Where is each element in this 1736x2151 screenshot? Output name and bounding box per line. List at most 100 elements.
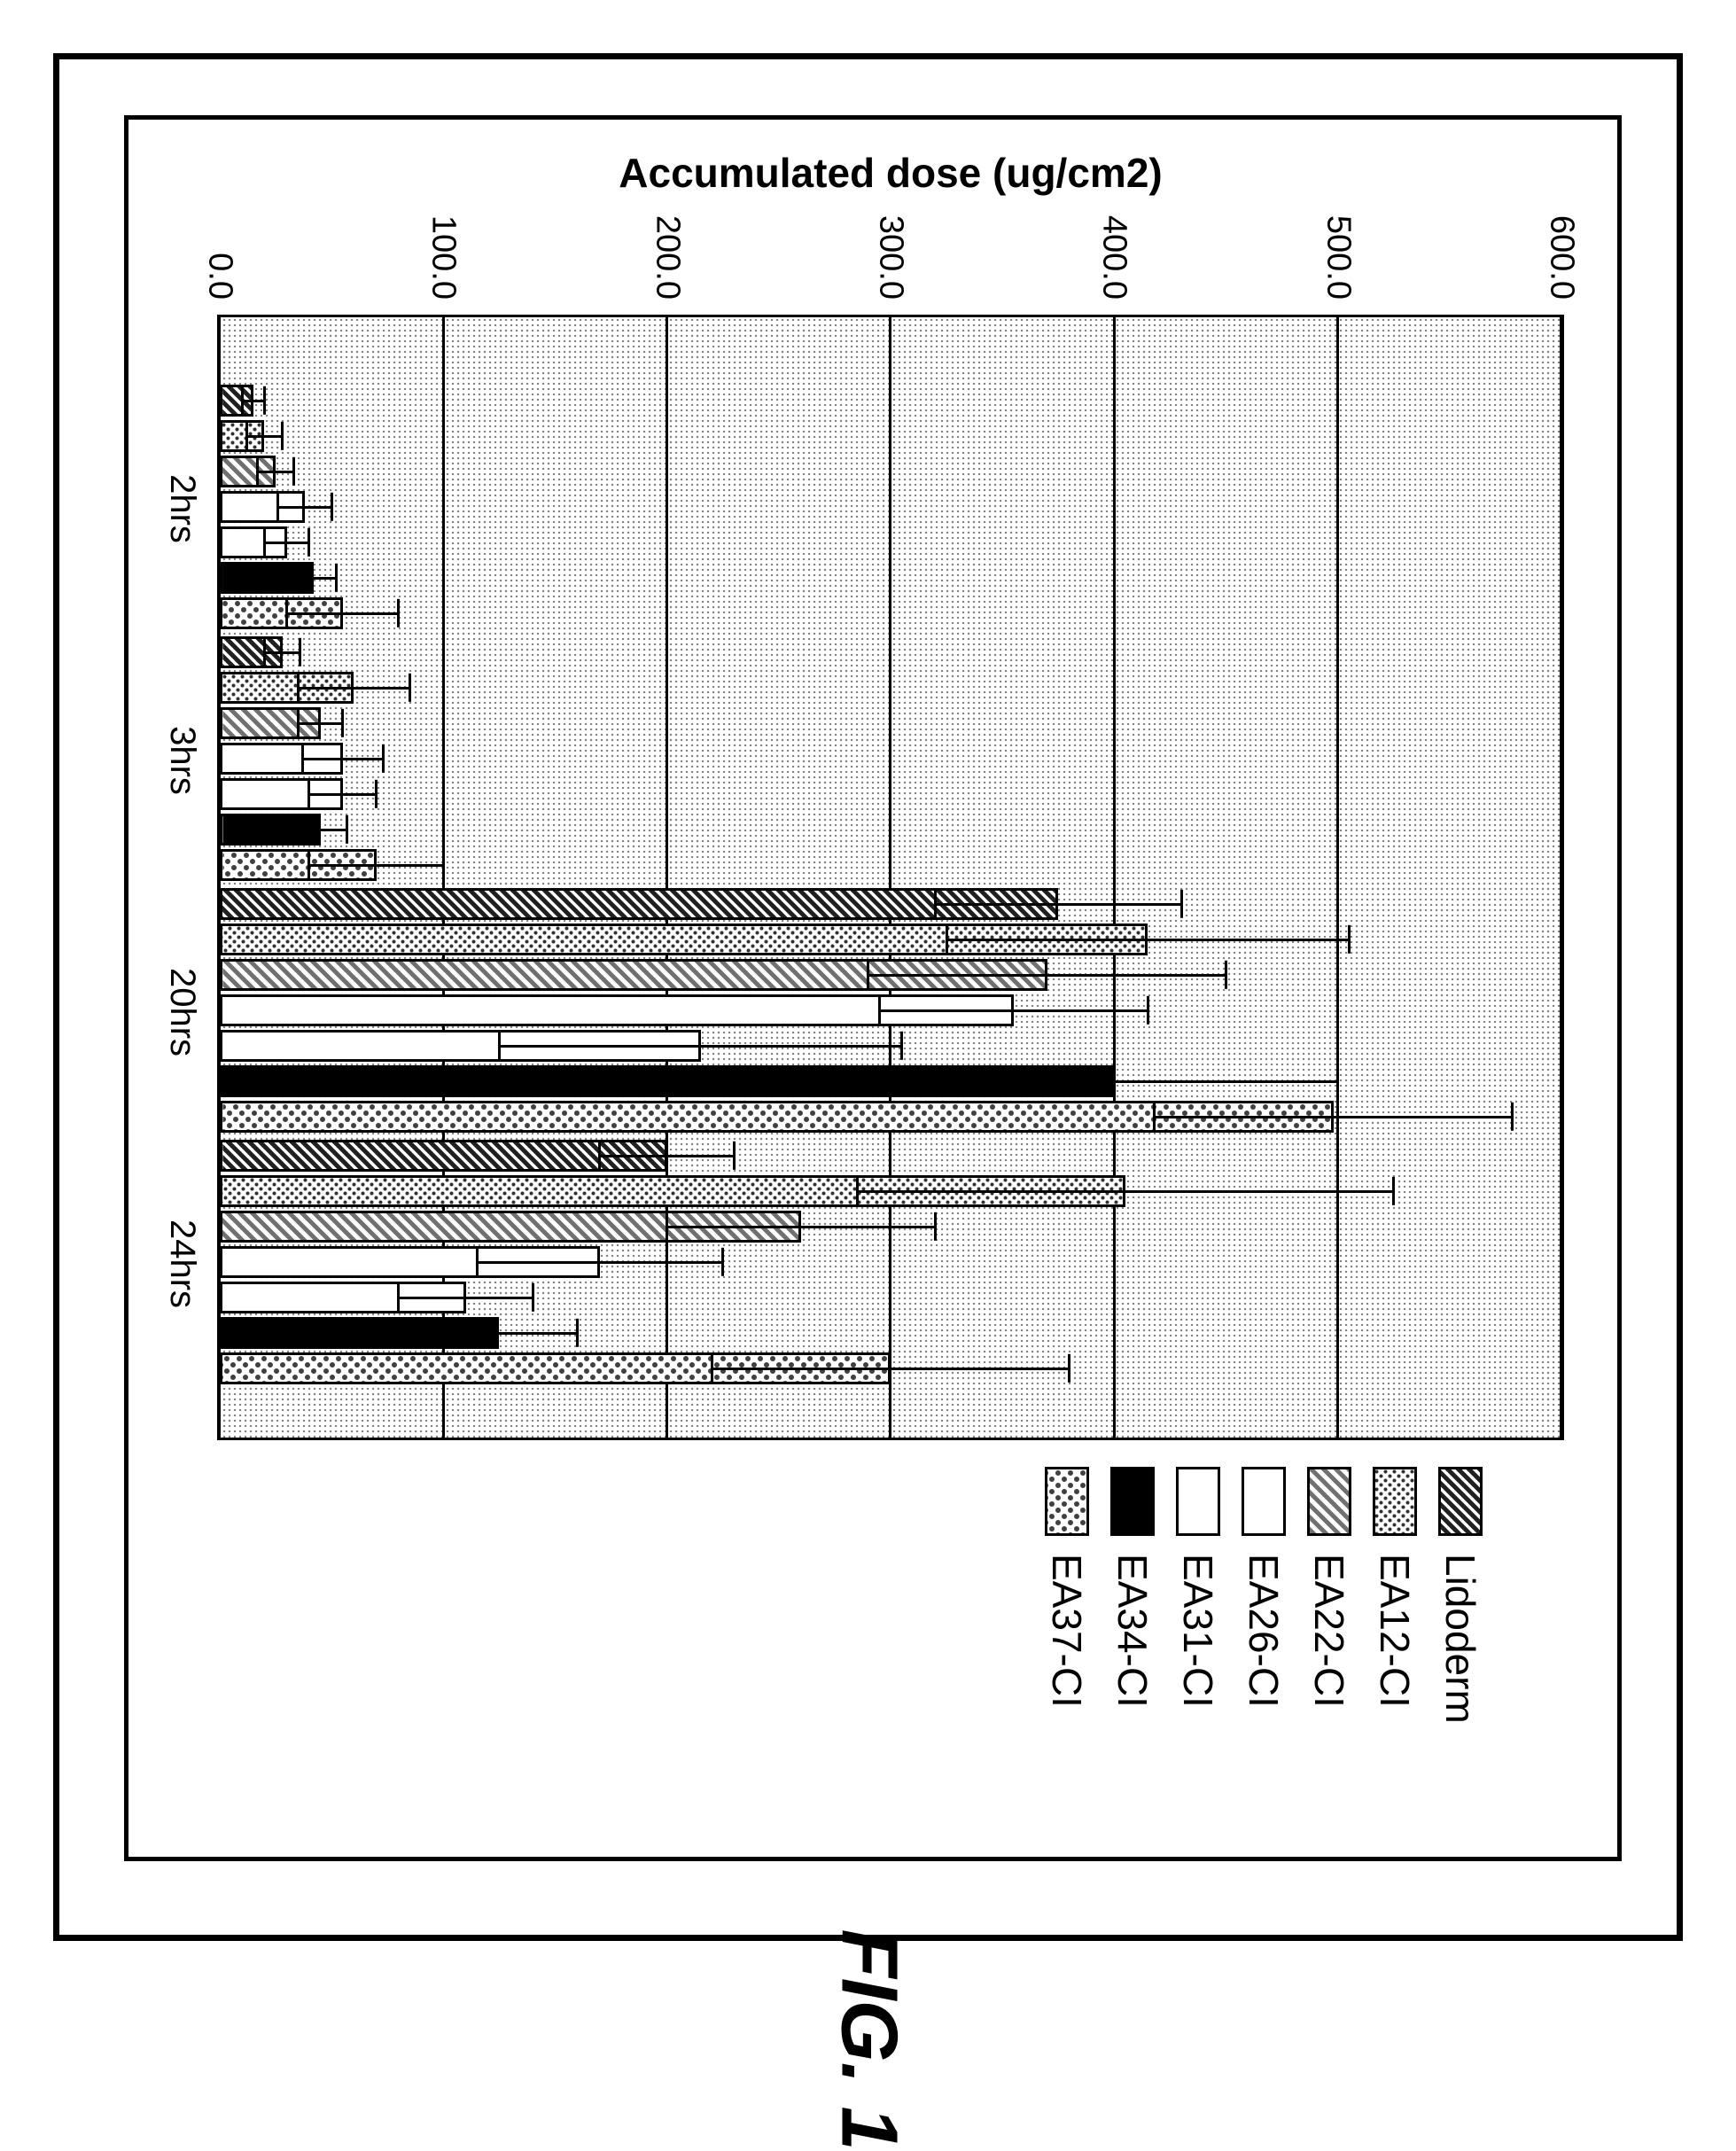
legend-label: EA37-CI [1043,1554,1091,1708]
error-cap [263,638,266,666]
error-cap [346,815,348,844]
figure-caption: FIG. 1 [822,1929,914,2150]
legend-item-EA22-CI: EA22-CI [1305,1467,1353,1804]
error-cap [397,1283,400,1312]
error-cap [890,1067,892,1095]
error-cap [1147,996,1149,1025]
legend-label: EA26-CI [1240,1554,1288,1708]
error-bar [264,542,308,544]
legend-label: EA31-CI [1174,1554,1222,1708]
error-bar [600,1155,734,1157]
y-axis-title: Accumulated dose (ug/cm2) [619,149,1162,197]
error-cap [576,1319,579,1347]
error-bar [264,651,300,654]
error-cap [598,1142,601,1170]
error-cap [442,851,445,879]
y-tick-label: 400.0 [1095,215,1133,300]
error-cap [307,780,310,808]
error-cap [276,493,279,521]
legend-swatch [1176,1467,1220,1536]
error-cap [331,493,333,521]
error-cap [900,1032,903,1060]
legend-label: Lidoderm [1436,1554,1484,1724]
error-cap [1348,925,1351,954]
error-bar [667,1226,936,1228]
error-cap [256,457,259,486]
legend-swatch [1307,1467,1351,1536]
error-cap [292,815,295,844]
error-bar [242,400,264,402]
error-cap [711,1354,713,1383]
error-bar [712,1368,1070,1370]
legend-item-EA26-CI: EA26-CI [1240,1467,1288,1804]
error-cap [397,599,400,627]
page: Accumulated dose (ug/cm2) 0.0100.0200.03… [0,0,1736,2129]
error-bar [298,687,409,690]
y-tick-label: 100.0 [424,215,463,300]
error-cap [297,674,300,702]
error-cap [1068,1354,1070,1383]
error-cap [297,709,300,737]
legend-item-EA34-CI: EA34-CI [1109,1467,1156,1804]
error-bar [298,722,342,725]
x-tick-label: 2hrs [162,474,202,543]
error-cap [307,851,310,879]
legend-item-EA37-CI: EA37-CI [1043,1467,1091,1804]
error-cap [1225,961,1227,989]
error-cap [341,709,344,737]
error-cap [375,780,378,808]
x-tick-label: 3hrs [162,726,202,795]
error-bar [292,577,336,580]
error-bar [946,939,1349,941]
legend-item-EA31-CI: EA31-CI [1174,1467,1222,1804]
error-cap [934,890,937,918]
x-tick-label: 24hrs [162,1220,202,1308]
chart-frame: Accumulated dose (ug/cm2) 0.0100.0200.03… [124,115,1622,1861]
error-bar [891,1080,1338,1083]
error-cap [1336,1067,1339,1095]
error-cap [1180,890,1183,918]
error-cap [1392,1177,1395,1205]
error-cap [476,1248,479,1276]
bar-Lidoderm [220,888,1058,920]
error-bar [868,974,1226,977]
error-cap [867,961,869,989]
error-bar [293,829,347,831]
error-bar [499,1045,901,1048]
y-tick-label: 500.0 [1319,215,1357,300]
legend-swatch [1045,1467,1089,1536]
legend: Lidoderm EA12-CI EA22-CI EA26-CI EA31-CI EA34… [1025,1467,1484,1804]
error-cap [856,1177,859,1205]
error-cap [420,1319,423,1347]
error-bar [287,612,399,615]
error-cap [299,638,301,666]
legend-item-Lidoderm: Lidoderm [1436,1467,1484,1804]
error-cap [263,528,266,557]
error-bar [399,1297,533,1299]
error-bar [1155,1116,1513,1118]
error-bar [857,1190,1394,1193]
error-cap [721,1248,724,1276]
legend-swatch [1438,1467,1483,1536]
error-cap [946,925,948,954]
error-cap [532,1283,534,1312]
x-tick-label: 20hrs [162,968,202,1056]
error-cap [1511,1103,1514,1131]
legend-swatch [1373,1467,1417,1536]
error-bar [278,506,332,509]
legend-label: EA22-CI [1305,1554,1353,1708]
error-bar [302,758,383,760]
error-cap [263,386,266,415]
plot-border: 0.0100.0200.0300.0400.0500.0600.0 2hrs3h… [217,315,1564,1440]
y-tick-label: 200.0 [648,215,686,300]
legend-label: EA34-CI [1109,1554,1156,1708]
error-cap [241,386,244,415]
error-cap [382,744,385,773]
y-tick-label: 0.0 [201,253,239,300]
error-cap [292,457,295,486]
error-cap [498,1032,501,1060]
legend-item-EA12-CI: EA12-CI [1371,1467,1419,1804]
error-cap [666,1212,668,1241]
error-cap [335,564,338,592]
error-cap [878,996,881,1025]
